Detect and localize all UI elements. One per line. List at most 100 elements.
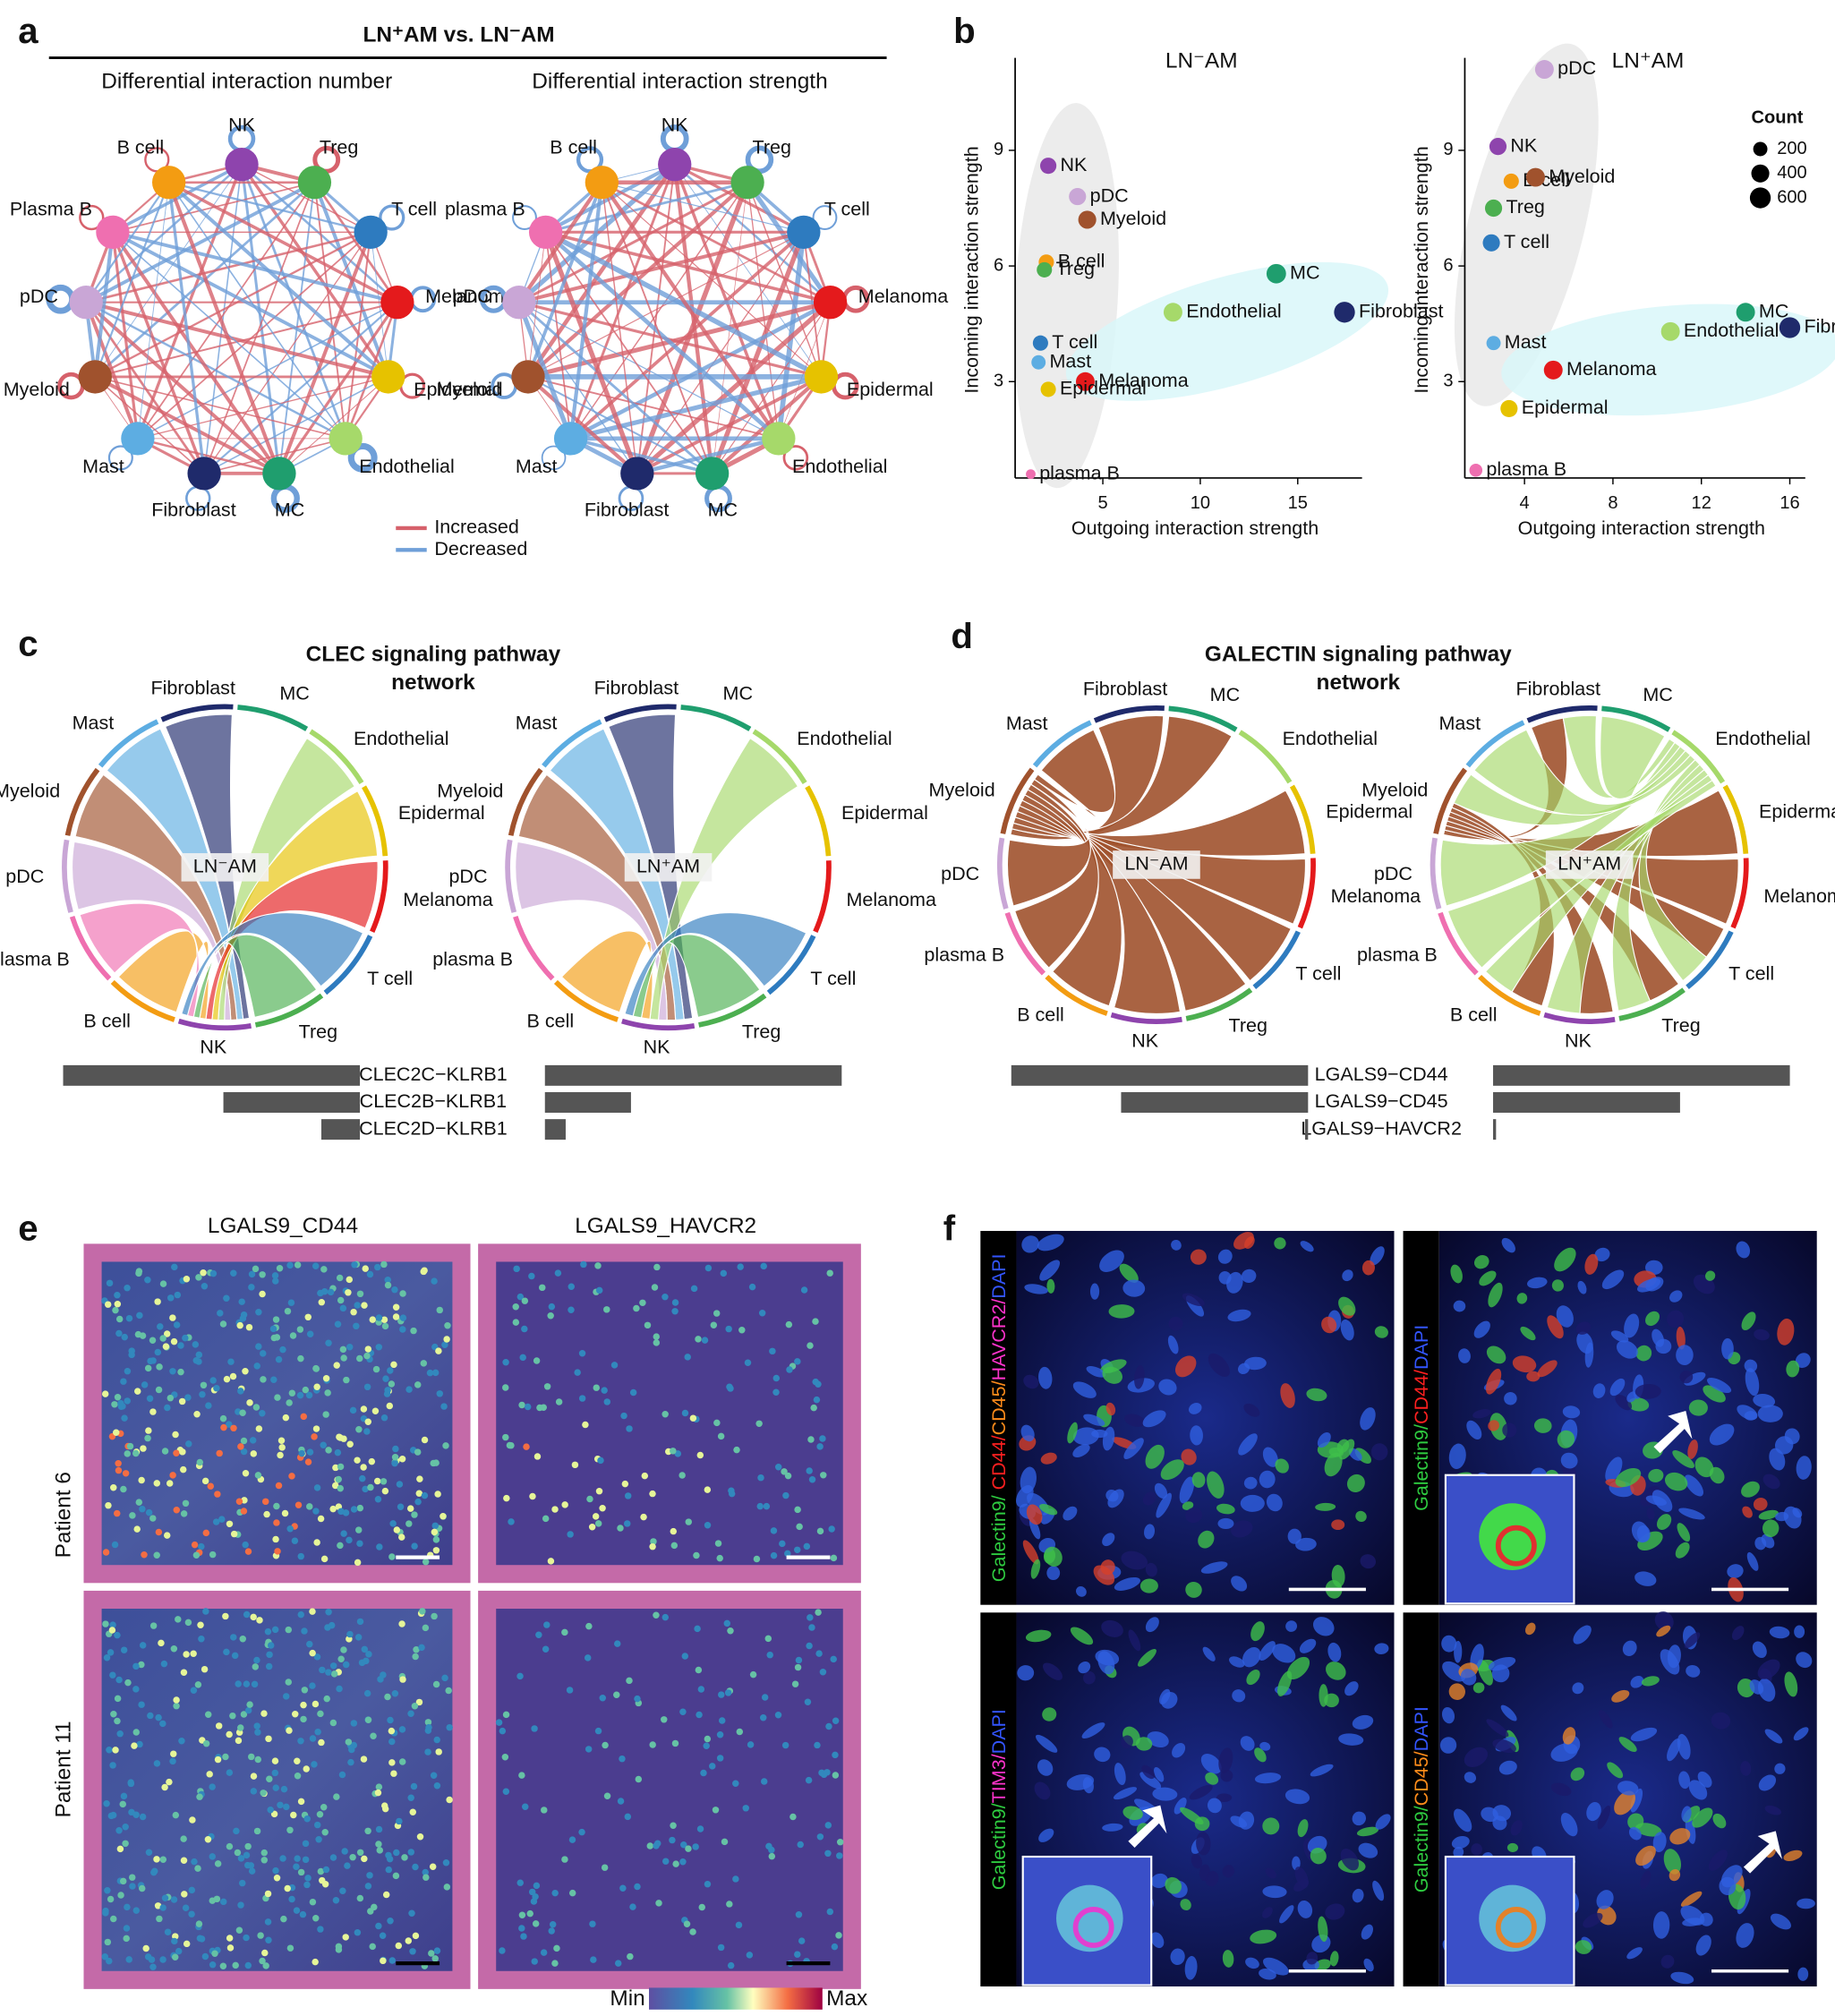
cell bbox=[1121, 1735, 1133, 1749]
spot bbox=[134, 1330, 142, 1338]
spots bbox=[101, 1260, 451, 1567]
cell bbox=[1363, 1958, 1374, 1972]
spot bbox=[170, 1645, 178, 1653]
chord-arc bbox=[160, 704, 234, 722]
node-label: Fibroblast bbox=[585, 499, 669, 520]
y-axis-label: Incoming interaction strength bbox=[960, 146, 982, 393]
cell bbox=[1222, 1950, 1234, 1968]
spot bbox=[311, 1433, 318, 1440]
cell bbox=[1628, 1826, 1642, 1841]
spot bbox=[250, 1773, 258, 1780]
spot bbox=[380, 1316, 388, 1323]
spot bbox=[138, 1476, 145, 1484]
spot bbox=[250, 1788, 258, 1795]
inset-ring bbox=[1495, 1906, 1537, 1948]
network-node bbox=[813, 286, 848, 320]
spot bbox=[201, 1477, 209, 1485]
spot bbox=[415, 1698, 423, 1706]
cell bbox=[1679, 1370, 1694, 1384]
point bbox=[1489, 138, 1507, 156]
x-tick-label: 5 bbox=[1097, 493, 1107, 513]
spot bbox=[617, 1798, 625, 1805]
spot bbox=[264, 1890, 272, 1898]
cell bbox=[1238, 1433, 1258, 1456]
cell bbox=[1610, 1330, 1629, 1343]
spot bbox=[294, 1261, 302, 1269]
spot bbox=[649, 1741, 656, 1748]
spot bbox=[716, 1755, 724, 1762]
spot bbox=[264, 1627, 272, 1636]
spot bbox=[416, 1832, 424, 1841]
cell bbox=[1145, 1562, 1157, 1577]
chord-arc bbox=[254, 993, 324, 1028]
cell bbox=[1498, 1760, 1517, 1775]
spot bbox=[115, 1315, 124, 1323]
chord-ribbon bbox=[181, 912, 364, 1017]
chord-arc bbox=[62, 839, 73, 913]
spot bbox=[237, 1901, 244, 1909]
network-edges bbox=[479, 124, 870, 513]
spot bbox=[401, 1854, 408, 1861]
cell bbox=[1721, 1337, 1734, 1360]
spot bbox=[396, 1817, 403, 1825]
spot bbox=[300, 1413, 308, 1421]
cell bbox=[1594, 1247, 1610, 1262]
spot bbox=[293, 1863, 300, 1870]
point-label: T cell bbox=[1052, 331, 1097, 353]
spot bbox=[342, 1661, 350, 1669]
spot bbox=[125, 1956, 132, 1963]
spot bbox=[412, 1653, 419, 1661]
network-edge bbox=[112, 231, 346, 440]
cell bbox=[1488, 1420, 1499, 1431]
chord-ribbon bbox=[74, 773, 238, 1021]
colorbar-max: Max bbox=[826, 1986, 867, 2011]
chord-label: Melanoma bbox=[1331, 885, 1421, 907]
node-label: plasma B bbox=[445, 199, 525, 220]
chord-ribbons bbox=[515, 713, 807, 1021]
spot bbox=[149, 1337, 157, 1345]
network-edge bbox=[85, 181, 316, 304]
spot bbox=[519, 1354, 526, 1362]
spot bbox=[432, 1459, 440, 1466]
chord-label: Melanoma bbox=[846, 889, 935, 910]
network-edge bbox=[112, 230, 389, 379]
cell bbox=[1097, 1651, 1115, 1675]
cell bbox=[1774, 1763, 1786, 1774]
spot bbox=[147, 1712, 154, 1720]
spot bbox=[409, 1948, 416, 1955]
network-edge bbox=[112, 230, 398, 304]
stain-part: DAPI bbox=[988, 1253, 1010, 1298]
chord-arc bbox=[752, 729, 807, 785]
cell bbox=[1102, 1823, 1123, 1832]
spots bbox=[495, 1609, 844, 1969]
point-label: pDC bbox=[1090, 184, 1129, 206]
spot bbox=[245, 1323, 253, 1331]
point-label: Mast bbox=[1505, 331, 1547, 353]
cell bbox=[1618, 1737, 1637, 1752]
cell bbox=[1222, 1865, 1235, 1878]
cell bbox=[1746, 1551, 1759, 1571]
spot bbox=[217, 1310, 224, 1317]
spot bbox=[816, 1527, 824, 1535]
spot bbox=[347, 1758, 354, 1766]
spot bbox=[592, 1513, 600, 1520]
chord-arc bbox=[98, 719, 159, 768]
spot bbox=[717, 1943, 725, 1952]
network-edge bbox=[710, 231, 807, 474]
spot bbox=[717, 1432, 725, 1440]
cell bbox=[1634, 1571, 1657, 1586]
pair-label: CLEC2D−KLRB1 bbox=[359, 1117, 508, 1139]
cell bbox=[1479, 1270, 1497, 1286]
spot bbox=[303, 1815, 311, 1823]
spot bbox=[329, 1505, 337, 1513]
cell bbox=[1020, 1424, 1035, 1442]
node-label: Myeloid bbox=[4, 379, 70, 400]
cell bbox=[1035, 1734, 1058, 1753]
spot bbox=[626, 1677, 633, 1685]
spot bbox=[296, 1391, 304, 1399]
spot bbox=[166, 1480, 174, 1487]
cell bbox=[1020, 1466, 1037, 1494]
spot bbox=[299, 1910, 307, 1918]
cell bbox=[1592, 1383, 1606, 1399]
cell bbox=[1616, 1340, 1638, 1359]
